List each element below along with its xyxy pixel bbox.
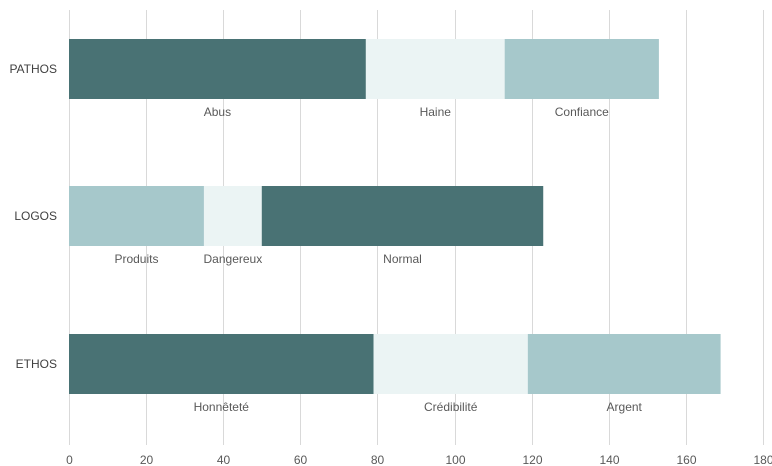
x-tick-label: 60 bbox=[294, 453, 308, 466]
x-axis: 0 20 40 60 80 100 120 140 160 180 bbox=[66, 453, 772, 466]
bar-segment-confiance bbox=[504, 39, 659, 99]
segment-label: Abus bbox=[204, 105, 231, 119]
category-label: PATHOS bbox=[9, 62, 57, 76]
bar-segment-haine bbox=[365, 39, 505, 99]
bar-segment-crédibilité bbox=[373, 334, 528, 394]
x-tick-label: 20 bbox=[140, 453, 154, 466]
x-tick-label: 100 bbox=[445, 453, 465, 466]
segment-label: Confiance bbox=[555, 105, 609, 119]
x-tick-label: 140 bbox=[599, 453, 619, 466]
bar-segment-honnêteté bbox=[69, 334, 374, 394]
category-label: ETHOS bbox=[16, 357, 57, 371]
x-tick-label: 180 bbox=[753, 453, 772, 466]
segment-label: Normal bbox=[383, 252, 422, 266]
bar-segment-normal bbox=[261, 186, 544, 246]
category-label: LOGOS bbox=[14, 209, 57, 223]
segment-label: Dangereux bbox=[204, 252, 263, 266]
bar-segment-argent bbox=[527, 334, 721, 394]
bar-segment-abus bbox=[69, 39, 366, 99]
segment-label: Crédibilité bbox=[424, 400, 478, 414]
segment-label: Produits bbox=[114, 252, 158, 266]
bars bbox=[69, 39, 721, 394]
segment-label: Honnêteté bbox=[194, 400, 250, 414]
x-tick-label: 0 bbox=[66, 453, 73, 466]
x-tick-label: 120 bbox=[522, 453, 542, 466]
x-tick-label: 80 bbox=[371, 453, 385, 466]
segment-label: Argent bbox=[607, 400, 643, 414]
labels: PATHOS Abus Haine Confiance LOGOS Produits Dan… bbox=[9, 62, 642, 414]
x-tick-label: 160 bbox=[676, 453, 696, 466]
x-tick-label: 40 bbox=[217, 453, 231, 466]
bar-segment-produits bbox=[69, 186, 204, 246]
segment-label: Haine bbox=[420, 105, 452, 119]
bar-segment-dangereux bbox=[203, 186, 262, 246]
